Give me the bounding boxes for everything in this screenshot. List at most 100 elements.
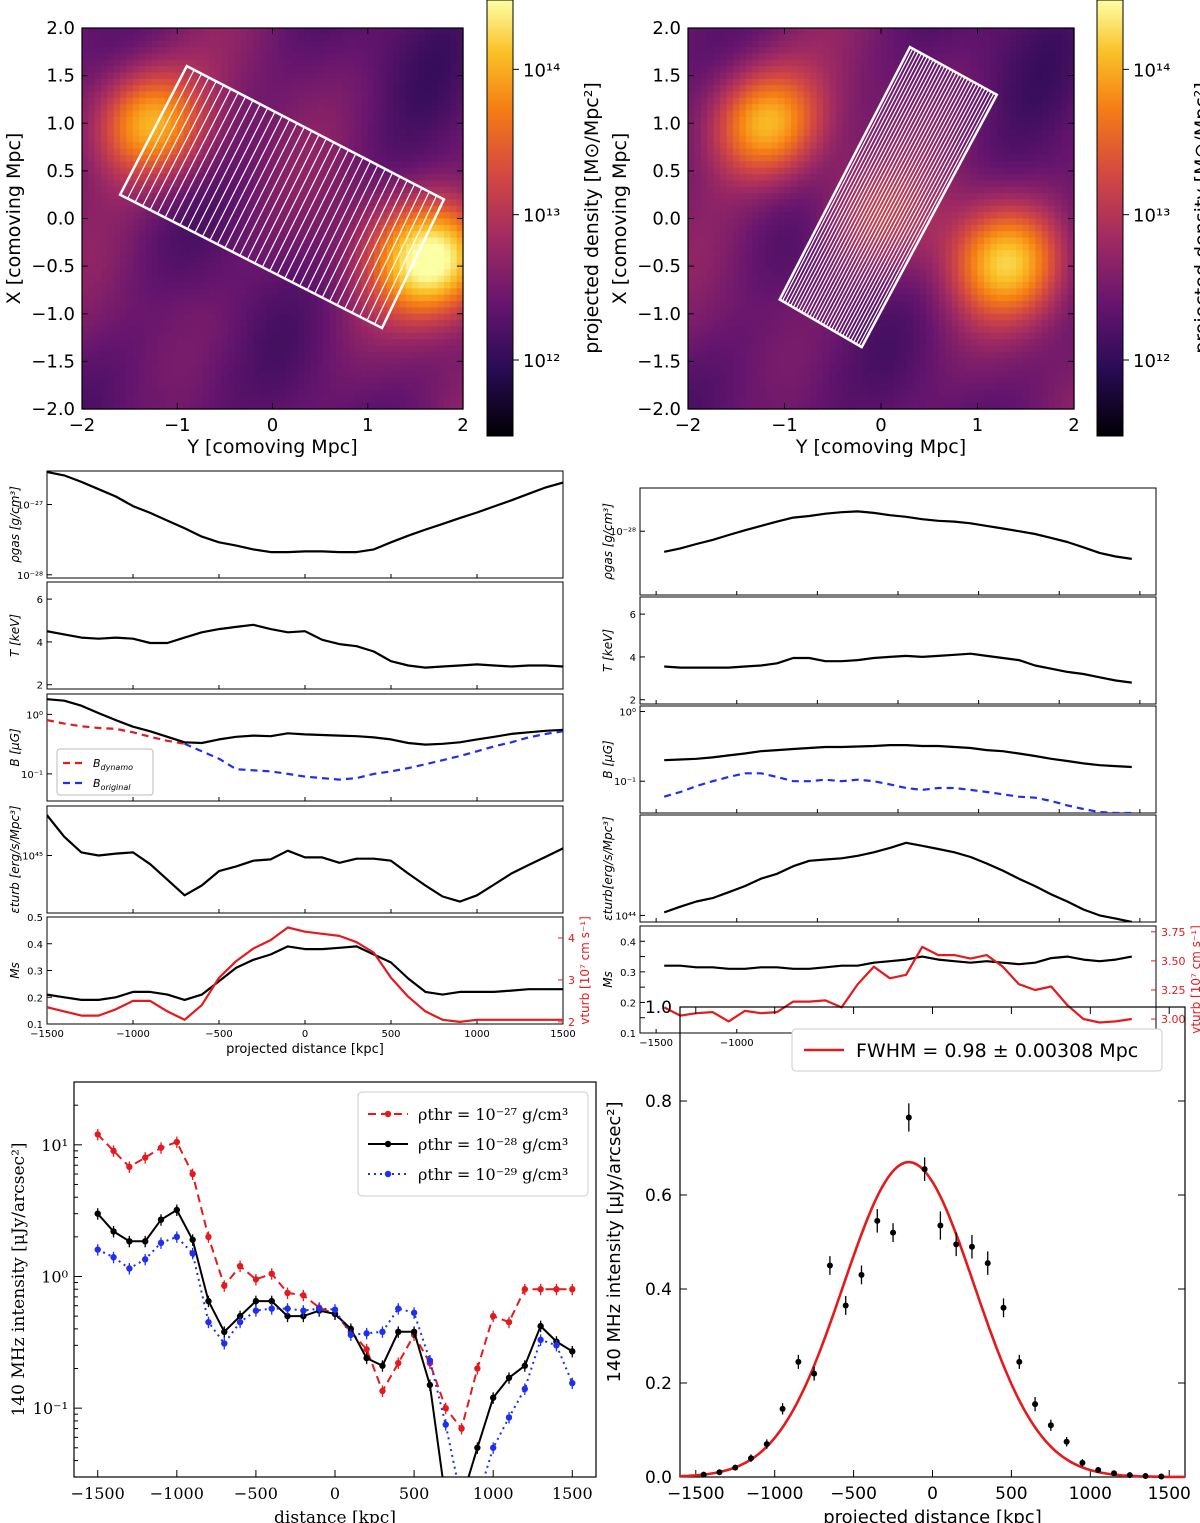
heatmap-cell (361, 129, 369, 137)
heatmap-cell (784, 243, 792, 251)
heatmap-cell (259, 307, 267, 315)
heatmap-cell (310, 116, 318, 124)
heatmap-cell (367, 275, 375, 283)
heatmap-cell (720, 91, 728, 99)
heatmap-cell (713, 326, 721, 334)
heatmap-cell (240, 135, 248, 143)
heatmap-cell (101, 282, 108, 289)
heatmap-cell (88, 326, 96, 334)
heatmap-cell (707, 288, 715, 296)
heatmap-cell (228, 294, 235, 302)
heatmap-cell (810, 180, 818, 188)
heatmap-cell (151, 332, 159, 340)
heatmap-cell (348, 97, 356, 105)
heatmap-cell (215, 389, 223, 397)
heatmap-cell (803, 282, 811, 289)
heatmap-cell (297, 339, 305, 347)
heatmap-cell (700, 78, 708, 86)
heatmap-cell (215, 180, 223, 188)
heatmap-cell (101, 135, 108, 143)
heatmap-cell (361, 193, 369, 201)
slice-line (314, 164, 379, 295)
heatmap-cell (765, 326, 773, 334)
colorbar-tick-label: 10¹⁴ (523, 60, 560, 81)
heatmap-cell (101, 66, 108, 74)
heatmap-cell (399, 288, 407, 296)
heatmap-cell (107, 345, 115, 353)
heatmap-cell (158, 231, 166, 239)
heatmap-cell (342, 129, 350, 137)
heatmap-cell (393, 148, 401, 156)
heatmap-cell (304, 212, 312, 220)
heatmap-cell (202, 313, 210, 321)
heatmap-cell (803, 396, 811, 404)
heatmap-cell (803, 193, 811, 201)
heatmap-cell (336, 383, 343, 391)
heatmap-cell (355, 282, 362, 289)
heatmap-cell (405, 275, 413, 283)
heatmap-cell (177, 250, 185, 258)
heatmap-cell (272, 47, 280, 54)
heatmap-cell (752, 91, 760, 99)
heatmap-cell (778, 326, 786, 334)
heatmap-cell (291, 383, 299, 391)
heatmap-cell (132, 174, 140, 181)
heatmap-cell (443, 85, 451, 93)
heatmap-cell (170, 135, 178, 143)
heatmap-cell (113, 377, 121, 385)
heatmap-cell (713, 288, 721, 296)
heatmap-cell (431, 161, 439, 169)
heatmap-cell (726, 231, 734, 239)
heatmap-cell (393, 313, 401, 321)
heatmap-cell (170, 301, 178, 308)
heatmap-cell (720, 358, 728, 366)
heatmap-cell (418, 53, 426, 61)
heatmap-cell (107, 167, 115, 175)
heatmap-cell (405, 396, 413, 404)
heatmap-cell (790, 34, 798, 42)
heatmap-cell (726, 243, 734, 251)
heatmap-cell (348, 250, 356, 258)
heatmap-cell (164, 34, 172, 42)
heatmap-cell (297, 53, 305, 61)
heatmap-cell (700, 34, 708, 42)
heatmap-cell (707, 243, 715, 251)
heatmap-cell (765, 97, 773, 105)
heatmap-cell (329, 110, 337, 118)
heatmap-cell (177, 53, 185, 61)
heatmap-cell (94, 262, 102, 270)
heatmap-cell (209, 142, 216, 150)
heatmap-cell (726, 345, 734, 353)
heatmap-cell (259, 269, 267, 277)
heatmap-cell (209, 250, 216, 258)
heatmap-cell (694, 402, 702, 410)
heatmap-cell (424, 377, 432, 385)
heatmap-cell (412, 110, 420, 118)
heatmap-cell (758, 307, 766, 315)
heatmap-cell (189, 180, 197, 188)
heatmap-cell (158, 224, 166, 232)
heatmap-cell (316, 78, 324, 86)
heatmap-cell (88, 40, 96, 48)
heatmap-cell (367, 377, 375, 385)
heatmap-cell (247, 301, 255, 308)
heatmap-cell (278, 275, 286, 283)
heatmap-cell (189, 167, 197, 175)
heatmap-cell (120, 34, 128, 42)
heatmap-cell (145, 104, 153, 112)
heatmap-cell (291, 78, 299, 86)
heatmap-cell (784, 104, 792, 112)
heatmap-cell (336, 345, 343, 353)
heatmap-cell (221, 275, 229, 283)
heatmap-cell (367, 91, 375, 99)
heatmap-cell (240, 301, 248, 308)
heatmap-cell (688, 250, 696, 258)
heatmap-cell (183, 59, 191, 67)
heatmap-cell (405, 66, 413, 74)
heatmap-cell (120, 28, 128, 35)
heatmap-cell (221, 47, 229, 54)
heatmap-cell (424, 313, 432, 321)
heatmap-cell (726, 269, 734, 277)
heatmap-cell (342, 174, 350, 181)
heatmap-cell (221, 199, 229, 207)
